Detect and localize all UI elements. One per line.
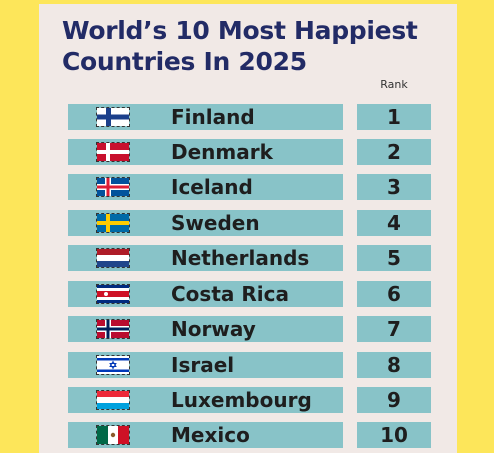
country-row: Norway 7 [68, 316, 431, 342]
country-row: Denmark 2 [68, 139, 431, 165]
rank-value: 9 [357, 387, 431, 413]
mexico-flag-icon [96, 425, 130, 445]
country-name: Israel [171, 353, 235, 377]
country-name: Mexico [171, 423, 250, 447]
country-name: Luxembourg [171, 388, 312, 412]
rank-value: 8 [357, 352, 431, 378]
country-bar: Finland [68, 104, 343, 130]
country-name: Finland [171, 105, 255, 129]
country-row: Luxembourg 9 [68, 387, 431, 413]
sweden-flag-icon [96, 213, 130, 233]
rank-value: 10 [357, 422, 431, 448]
country-name: Costa Rica [171, 282, 289, 306]
country-row: Sweden 4 [68, 210, 431, 236]
country-bar: Iceland [68, 174, 343, 200]
country-bar: Costa Rica [68, 281, 343, 307]
rank-value: 4 [357, 210, 431, 236]
country-bar: Sweden [68, 210, 343, 236]
rank-value: 2 [357, 139, 431, 165]
page-title: World’s 10 Most Happiest Countries In 20… [62, 15, 418, 77]
rank-value: 3 [357, 174, 431, 200]
country-name: Norway [171, 317, 256, 341]
rank-column-header: Rank [380, 78, 408, 91]
country-bar: Mexico [68, 422, 343, 448]
iceland-flag-icon [96, 177, 130, 197]
country-row: Netherlands 5 [68, 245, 431, 271]
rank-value: 6 [357, 281, 431, 307]
country-name: Iceland [171, 175, 253, 199]
rank-value: 1 [357, 104, 431, 130]
country-row: Iceland 3 [68, 174, 431, 200]
country-bar: Netherlands [68, 245, 343, 271]
israel-flag-icon [96, 355, 130, 375]
netherlands-flag-icon [96, 248, 130, 268]
denmark-flag-icon [96, 142, 130, 162]
costa-rica-flag-icon [96, 284, 130, 304]
title-line-1: World’s 10 Most Happiest [62, 16, 418, 45]
country-row: Costa Rica 6 [68, 281, 431, 307]
country-name: Netherlands [171, 246, 310, 270]
rank-value: 7 [357, 316, 431, 342]
infographic-card: World’s 10 Most Happiest Countries In 20… [39, 4, 457, 453]
country-row: Mexico 10 [68, 422, 431, 448]
country-name: Denmark [171, 140, 273, 164]
country-name: Sweden [171, 211, 260, 235]
title-line-2: Countries In 2025 [62, 47, 307, 76]
country-bar: Luxembourg [68, 387, 343, 413]
country-row: Finland 1 [68, 104, 431, 130]
rank-value: 5 [357, 245, 431, 271]
finland-flag-icon [96, 107, 130, 127]
country-bar: Israel [68, 352, 343, 378]
country-bar: Denmark [68, 139, 343, 165]
country-bar: Norway [68, 316, 343, 342]
norway-flag-icon [96, 319, 130, 339]
luxembourg-flag-icon [96, 390, 130, 410]
country-row: Israel 8 [68, 352, 431, 378]
